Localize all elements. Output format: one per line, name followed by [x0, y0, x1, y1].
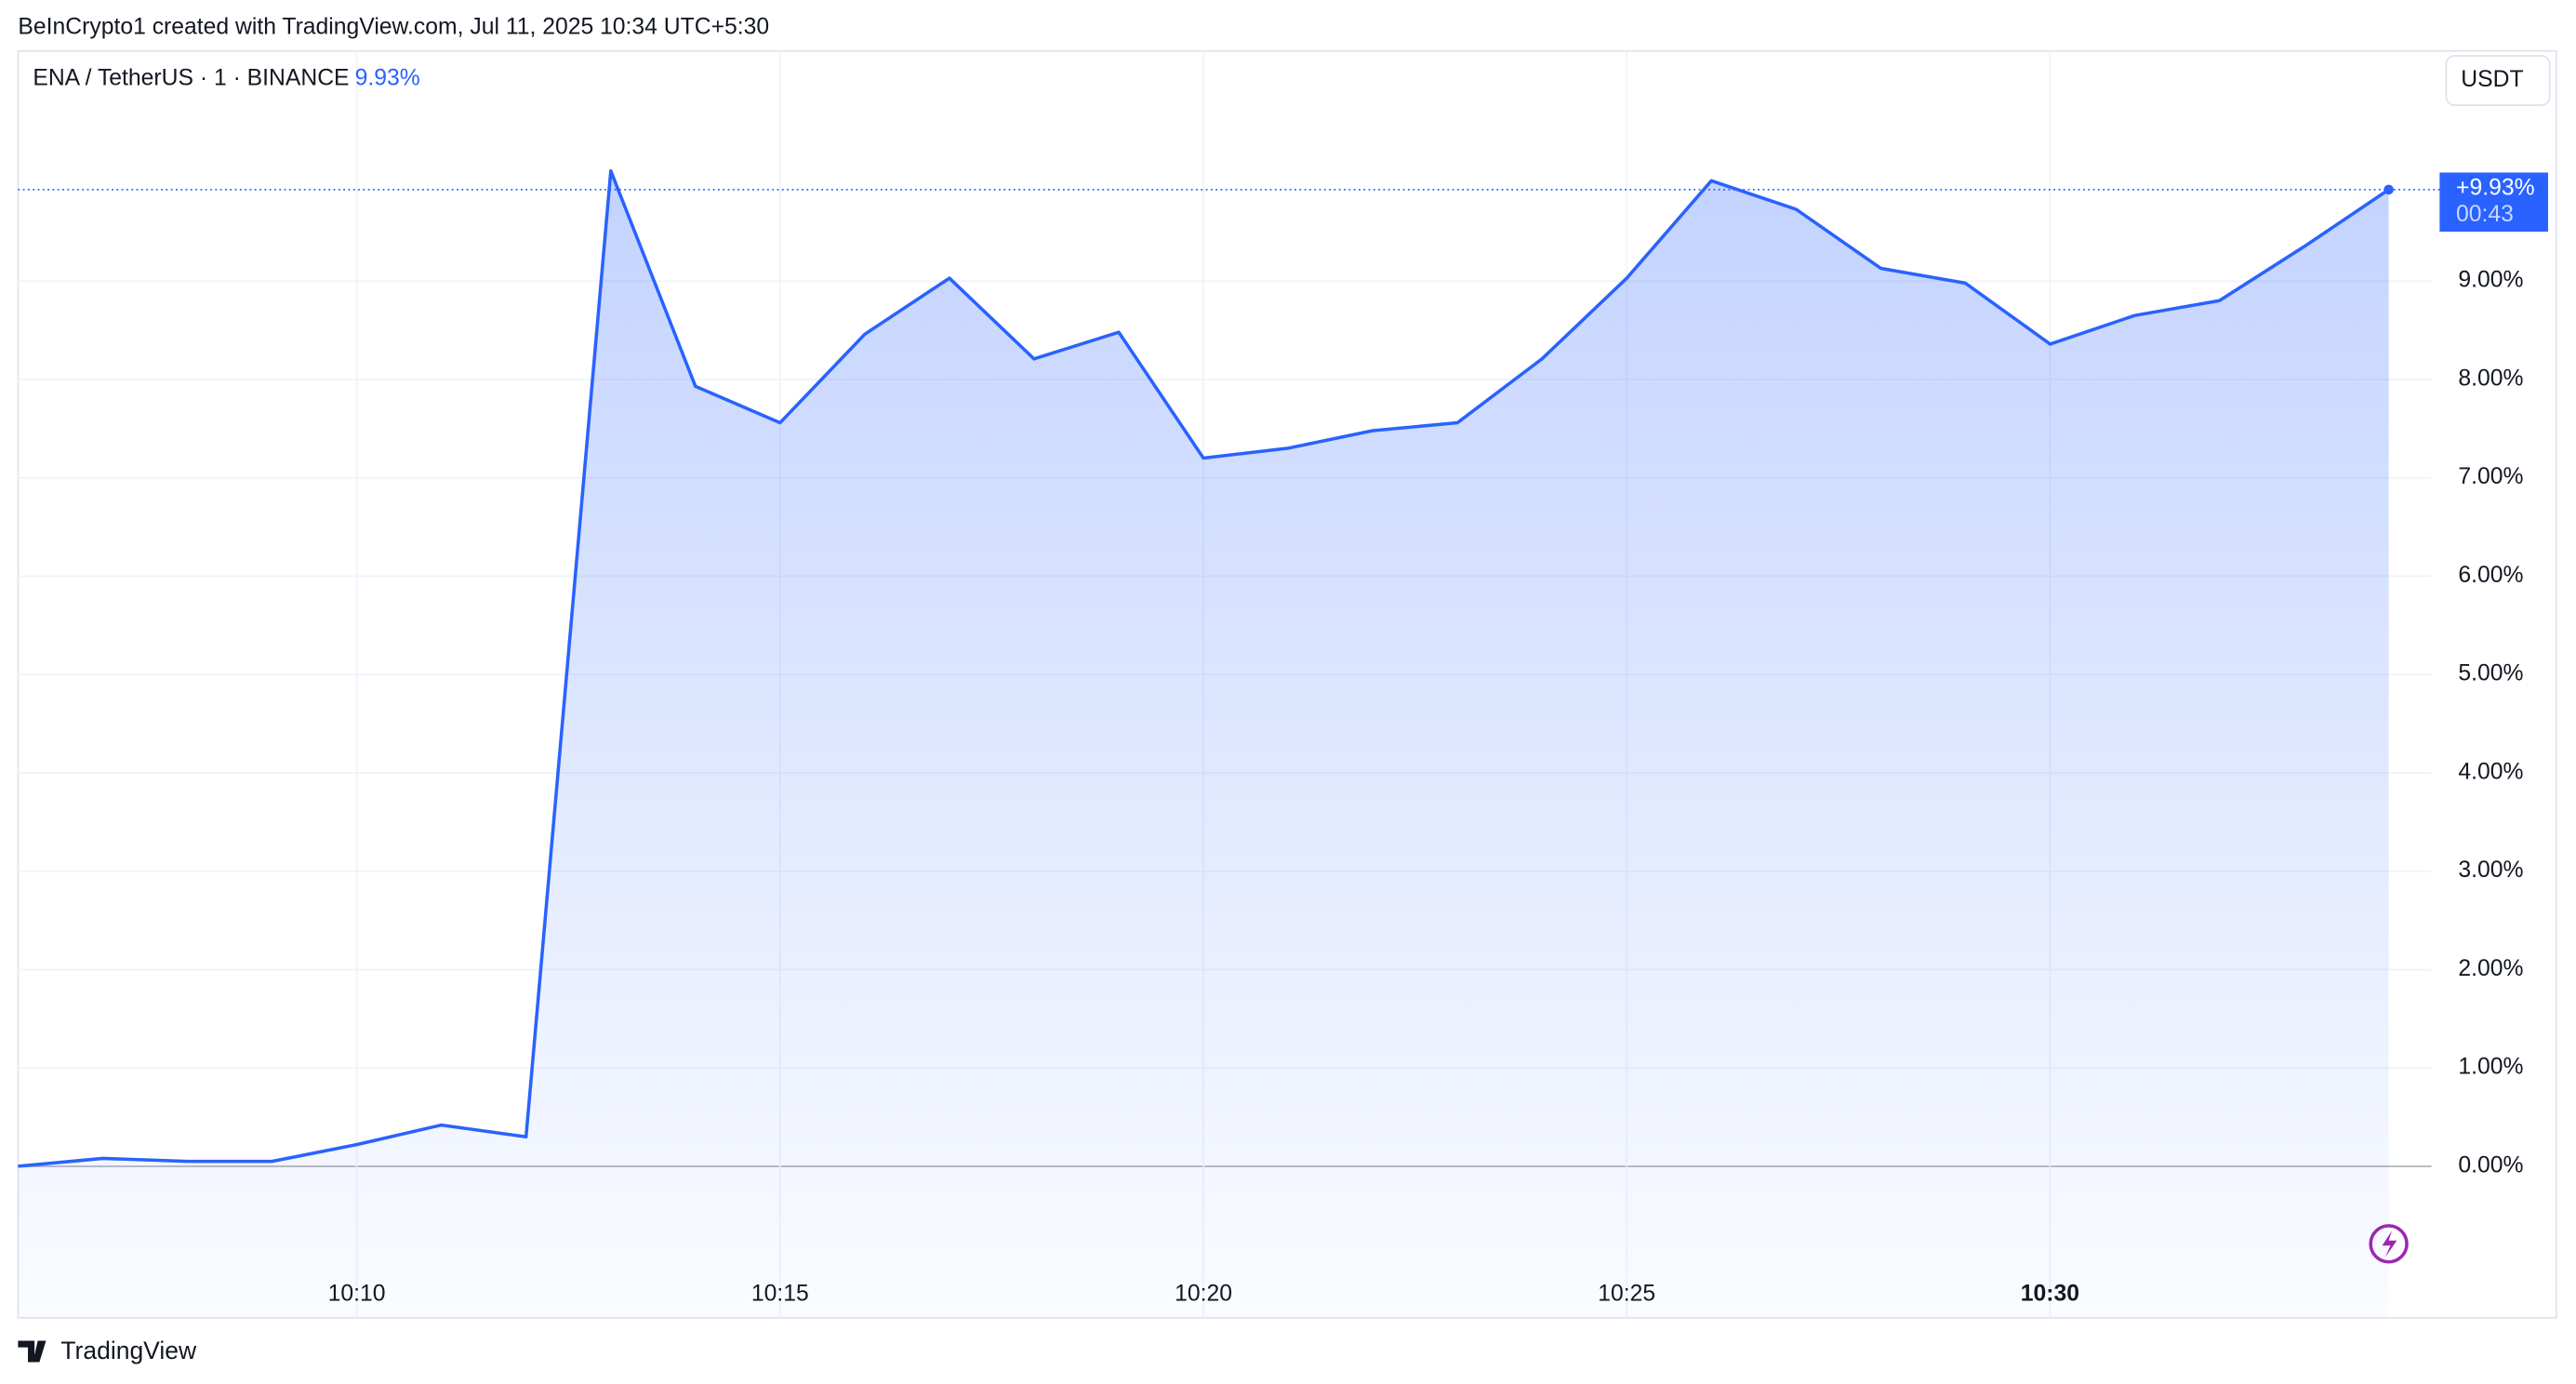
brand-logo: [18, 1340, 46, 1363]
y-tick-label: 8.00%: [2458, 366, 2523, 391]
y-tick-label: 2.00%: [2458, 956, 2523, 981]
countdown: 00:43: [2456, 202, 2514, 227]
line: [18, 168, 2390, 1168]
x-tick-label: 10:30: [2021, 1282, 2079, 1307]
change: 9.93%: [355, 65, 420, 90]
lightning-icon[interactable]: [2382, 1231, 2397, 1258]
x-tick-label: 10:10: [328, 1282, 386, 1307]
currency[interactable]: USDT: [2461, 67, 2523, 92]
x-tick-label: 10:25: [1598, 1282, 1655, 1307]
symbol: ENA / TetherUS · 1 · BINANCE: [33, 65, 349, 90]
y-tick-label: 9.00%: [2458, 268, 2523, 293]
plot: [18, 168, 2440, 1318]
last-label: +9.93%: [2456, 176, 2535, 201]
y-tick-label: 7.00%: [2458, 464, 2523, 489]
x-tick-label: 10:20: [1175, 1282, 1232, 1307]
credit: BeInCrypto1 created with TradingView.com…: [18, 15, 769, 40]
y-tick-label: 6.00%: [2458, 563, 2523, 588]
y-tick-label: 0.00%: [2458, 1152, 2523, 1178]
y-tick-label: 4.00%: [2458, 759, 2523, 784]
lightning-button[interactable]: [2369, 1224, 2409, 1264]
x-tick-label: 10:15: [751, 1282, 809, 1307]
y-tick-label: 3.00%: [2458, 858, 2523, 883]
y-tick-label: 5.00%: [2458, 661, 2523, 686]
currency-button[interactable]: [2445, 55, 2551, 106]
last-point: [2383, 184, 2394, 195]
brand: TradingView: [60, 1337, 197, 1364]
area-fill: [18, 170, 2389, 1318]
last-price-badge: [2439, 172, 2548, 233]
y-tick-label: 1.00%: [2458, 1055, 2523, 1080]
